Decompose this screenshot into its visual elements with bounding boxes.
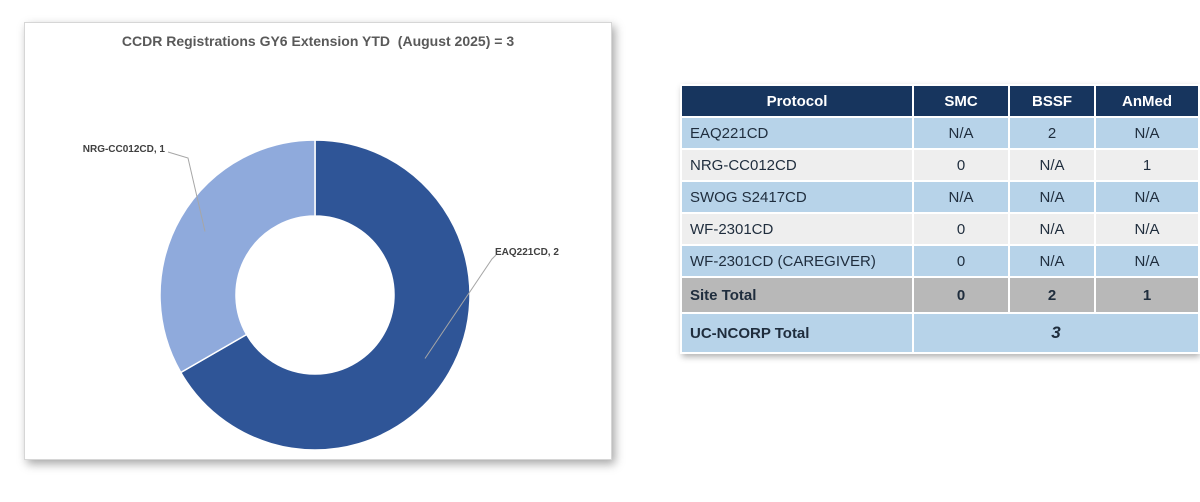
site-total-row: Site Total 0 2 1 [680,276,1200,314]
ucncorp-total-row: UC-NCORP Total 3 [680,312,1200,354]
protocol-cell: EAQ221CD [680,116,914,150]
data-label-eaq221cd: EAQ221CD, 2 [495,247,559,258]
donut-chart: EAQ221CD, 2 NRG-CC012CD, 1 [83,139,559,451]
smc-cell: 0 [912,244,1010,278]
table-row: NRG-CC012CD 0 N/A 1 [680,148,1200,182]
data-label-nrg-cc012cd: NRG-CC012CD, 1 [83,144,166,155]
anmed-cell: N/A [1094,212,1200,246]
bssf-cell: N/A [1008,212,1096,246]
header-smc: SMC [912,84,1010,118]
site-total-smc: 0 [912,276,1010,314]
table-header-row: Protocol SMC BSSF AnMed [680,84,1200,118]
protocol-cell: NRG-CC012CD [680,148,914,182]
smc-cell: N/A [912,180,1010,214]
header-anmed: AnMed [1094,84,1200,118]
site-total-anmed: 1 [1094,276,1200,314]
smc-cell: 0 [912,212,1010,246]
donut-slice-eaq221cd [179,139,471,451]
chart-panel: CCDR Registrations GY6 Extension YTD (Au… [24,22,612,460]
smc-cell: N/A [912,116,1010,150]
smc-cell: 0 [912,148,1010,182]
anmed-cell: N/A [1094,244,1200,278]
registrations-table-wrap: Protocol SMC BSSF AnMed EAQ221CD N/A 2 N… [680,84,1200,354]
site-total-bssf: 2 [1008,276,1096,314]
bssf-cell: 2 [1008,116,1096,150]
table-row: WF-2301CD (CAREGIVER) 0 N/A N/A [680,244,1200,278]
header-protocol: Protocol [680,84,914,118]
leader-line-eaq221cd [424,254,497,359]
ucncorp-total-value: 3 [912,312,1200,354]
table-row: WF-2301CD 0 N/A N/A [680,212,1200,246]
header-bssf: BSSF [1008,84,1096,118]
table-row: EAQ221CD N/A 2 N/A [680,116,1200,150]
ucncorp-total-label: UC-NCORP Total [680,312,914,354]
protocol-cell: SWOG S2417CD [680,180,914,214]
leader-line-nrg-cc012cd [167,151,206,232]
bssf-cell: N/A [1008,180,1096,214]
anmed-cell: 1 [1094,148,1200,182]
anmed-cell: N/A [1094,180,1200,214]
anmed-cell: N/A [1094,116,1200,150]
protocol-cell: WF-2301CD [680,212,914,246]
protocol-cell: WF-2301CD (CAREGIVER) [680,244,914,278]
bssf-cell: N/A [1008,244,1096,278]
registrations-table: Protocol SMC BSSF AnMed EAQ221CD N/A 2 N… [680,84,1200,354]
donut-slice-nrg-cc012cd [159,139,316,374]
bssf-cell: N/A [1008,148,1096,182]
chart-title: CCDR Registrations GY6 Extension YTD (Au… [121,33,515,49]
table-row: SWOG S2417CD N/A N/A N/A [680,180,1200,214]
site-total-label: Site Total [680,276,914,314]
